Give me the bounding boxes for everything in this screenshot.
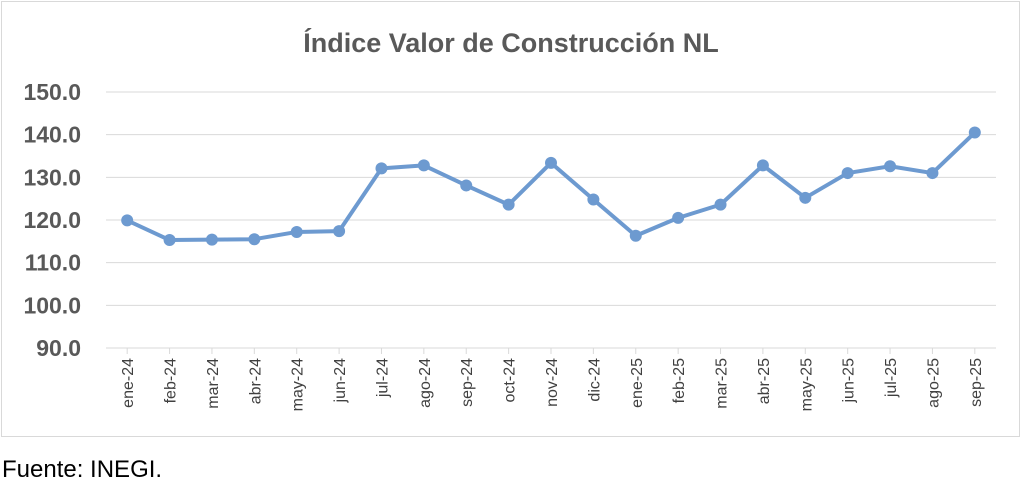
x-tick-label: feb-24: [163, 358, 180, 403]
x-tick-label: ago-25: [925, 358, 942, 408]
series-layer: [121, 126, 981, 247]
x-tick-label: oct-24: [502, 358, 519, 403]
data-point[interactable]: [926, 167, 939, 180]
y-tick-label: 90.0: [36, 335, 81, 361]
x-tick-label: mar-24: [205, 358, 222, 409]
data-point[interactable]: [884, 160, 897, 173]
data-point[interactable]: [756, 159, 769, 172]
x-tick-label: ago-24: [417, 358, 434, 408]
data-point[interactable]: [460, 179, 473, 192]
data-point[interactable]: [841, 167, 854, 180]
y-tick-label: 100.0: [23, 292, 81, 318]
data-point[interactable]: [672, 211, 685, 224]
data-point[interactable]: [629, 229, 642, 242]
x-tick-label: mar-25: [714, 358, 731, 409]
x-tick-label: sep-24: [459, 358, 476, 407]
x-tick-label: may-25: [798, 358, 815, 411]
x-tick-label: abr-24: [247, 358, 264, 404]
source-note: Fuente: INEGI.: [2, 456, 163, 483]
data-point[interactable]: [375, 162, 388, 175]
chart-title: Índice Valor de Construcción NL: [303, 27, 719, 58]
x-tick-label: feb-25: [671, 358, 688, 403]
gridlines: [106, 91, 996, 349]
data-point[interactable]: [587, 193, 600, 206]
x-tick-label: abr-25: [756, 358, 773, 404]
data-point[interactable]: [417, 159, 430, 172]
series-line: [125, 130, 977, 243]
data-point[interactable]: [714, 198, 727, 211]
x-tick-label: jun-24: [332, 358, 349, 404]
data-point[interactable]: [968, 126, 981, 139]
chart-frame: Índice Valor de Construcción NL 90.0 100.…: [1, 1, 1020, 437]
data-point[interactable]: [205, 233, 218, 246]
y-tick-label: 130.0: [23, 164, 81, 190]
x-tick-label: jul-25: [883, 358, 900, 398]
x-tick-label: nov-24: [544, 358, 561, 407]
x-axis-ticks: ene-24 feb-24 mar-24 abr-24 may-24 jun-24 jul-…: [120, 348, 985, 411]
y-tick-label: 150.0: [23, 79, 81, 105]
x-tick-label: jul-24: [374, 358, 391, 398]
data-point[interactable]: [799, 191, 812, 204]
data-point[interactable]: [163, 234, 176, 247]
y-axis-ticks: 90.0 100.0 110.0 120.0 130.0 140.0 150.0: [23, 79, 81, 361]
x-tick-label: may-24: [290, 358, 307, 411]
data-point[interactable]: [248, 233, 261, 246]
data-point[interactable]: [545, 156, 557, 169]
x-tick-label: jun-25: [841, 358, 858, 404]
data-point[interactable]: [290, 225, 303, 238]
line-chart: Índice Valor de Construcción NL 90.0 100.…: [23, 27, 996, 411]
data-point[interactable]: [333, 225, 346, 238]
y-tick-label: 110.0: [25, 250, 81, 276]
x-tick-label: sep-25: [968, 358, 985, 407]
data-point[interactable]: [502, 198, 515, 211]
x-tick-label: dic-24: [586, 358, 603, 402]
x-tick-label: ene-24: [120, 358, 137, 408]
y-tick-label: 120.0: [23, 207, 81, 233]
x-tick-label: ene-25: [629, 358, 646, 408]
data-point[interactable]: [121, 214, 134, 227]
y-tick-label: 140.0: [23, 122, 81, 148]
